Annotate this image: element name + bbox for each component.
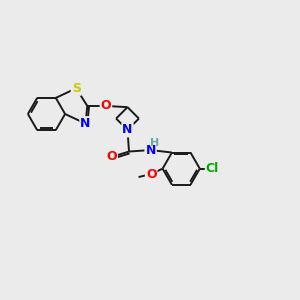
Text: N: N — [146, 143, 156, 157]
Text: O: O — [106, 150, 117, 164]
Text: O: O — [146, 167, 157, 181]
Text: N: N — [122, 123, 133, 136]
Text: O: O — [100, 99, 111, 112]
Text: H: H — [150, 138, 159, 148]
Text: N: N — [80, 117, 91, 130]
Text: S: S — [72, 82, 81, 95]
Text: Cl: Cl — [206, 162, 219, 175]
